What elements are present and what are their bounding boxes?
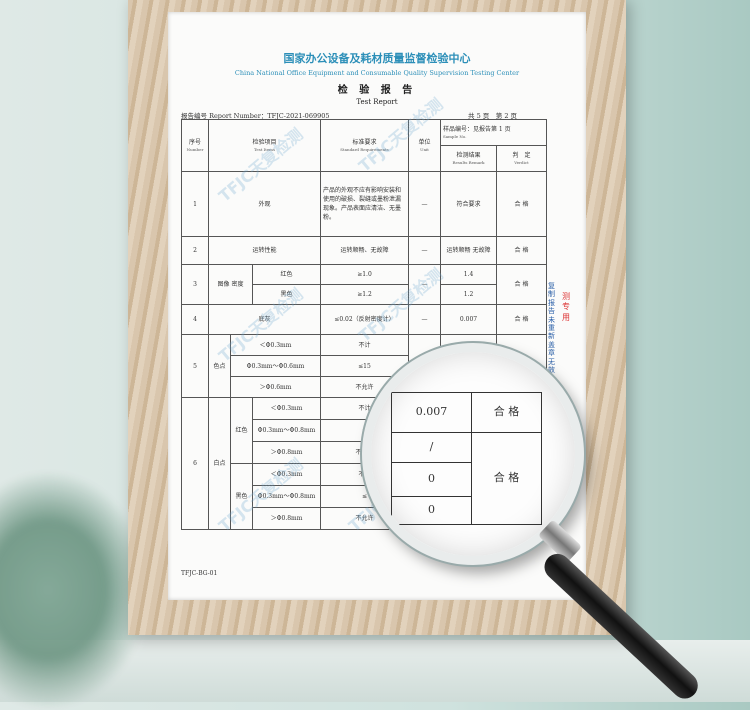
plant-leaves (0, 470, 150, 710)
table-row: 3 图像 密度 红色 ≥1.0—1.4 合 格 (181, 264, 547, 305)
red-seal: 测 专 用 (562, 292, 570, 322)
report-title-en: Test Report (356, 98, 398, 106)
magnifying-glass-lens: 0.007 合 格 / 合 格 0 0 (362, 343, 584, 565)
org-name-en: China National Office Equipment and Cons… (234, 69, 520, 77)
side-stamp: 复制报告未重新盖章无效 (548, 282, 555, 374)
form-code: TFJC-BG-01 (181, 570, 218, 577)
org-name-cn: 国家办公设备及耗材质量监督检验中心 (283, 52, 471, 65)
page-info: 共 5 页 第 2 页 (468, 112, 518, 120)
table-row: 1 外观 产品的外观不应有影响安装和使用的破损、裂缝或墨粉泄漏现象。产品表面应清洁、… (181, 171, 547, 237)
header-sample: 样品编号：见报告第 1 页 Sample No. (440, 119, 547, 146)
report-title: 检 验 报 告 (337, 85, 417, 96)
magnified-table: 0.007 合 格 / 合 格 0 0 (391, 392, 542, 525)
report-number: 报告编号 Report Number：TFJC-2021-069905 (181, 112, 330, 120)
header-number: 序号 Number (181, 119, 209, 172)
header-requirements: 标准要求 Standard Requirements (320, 119, 409, 172)
table-row: 2 运转性能 运转顺畅、无故障 — 运转顺畅 无故障合 格 (181, 236, 547, 265)
header-items: 检验项目 Test Items (208, 119, 321, 172)
header-unit: 单位 Unit (408, 119, 441, 172)
header-verdict: 判 定 Verdict (496, 145, 547, 172)
table-row: 4 底灰 ≤0.02（反射密度计） —0.007 合 格 (181, 304, 547, 335)
header-result: 检测结果 Results Remark (440, 145, 497, 172)
